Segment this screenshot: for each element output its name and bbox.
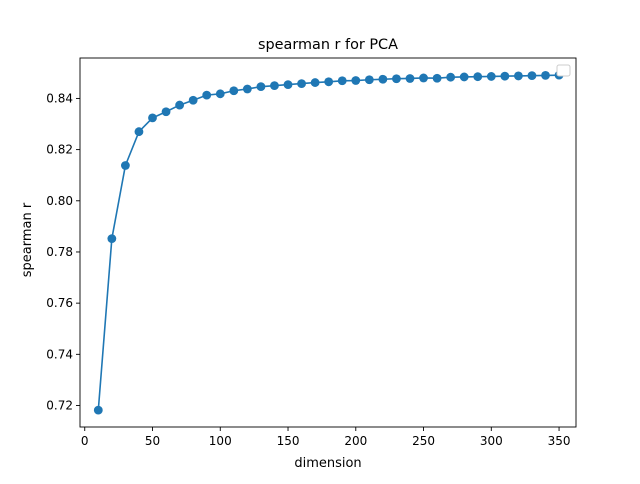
data-point [324, 77, 334, 87]
y-tick-label: 0.72 [46, 399, 73, 413]
data-point [378, 74, 388, 84]
data-point [486, 72, 496, 81]
chart-title: spearman r for PCA [258, 37, 398, 53]
data-point [351, 76, 361, 85]
data-point [229, 86, 239, 96]
x-tick-label: 50 [145, 434, 160, 448]
x-tick-label: 200 [344, 434, 367, 448]
data-point [175, 100, 185, 110]
data-point [107, 234, 117, 244]
data-point [500, 71, 510, 81]
data-point [459, 72, 469, 82]
x-axis-label: dimension [294, 456, 361, 471]
y-axis-label: spearman r [20, 202, 35, 277]
data-point [202, 90, 212, 100]
axes-frame [79, 57, 577, 428]
x-tick-label: 350 [548, 434, 571, 448]
data-point [514, 71, 523, 81]
x-tick-label: 300 [480, 434, 503, 448]
legend-box [556, 64, 571, 77]
data-point [473, 72, 483, 82]
data-point [148, 113, 157, 123]
data-point [188, 95, 198, 105]
x-tick-label: 0 [81, 434, 89, 448]
y-tick-label: 0.84 [46, 91, 73, 105]
y-tick-label: 0.82 [46, 143, 73, 157]
data-point [405, 74, 415, 83]
y-tick-label: 0.80 [46, 194, 73, 208]
data-point [242, 84, 252, 94]
data-point [432, 73, 442, 83]
data-point [364, 75, 374, 85]
plot-area: 0 50 100 150 200 250 300 350 0.72 0.74 0.76 0.78 0.8… [46, 70, 571, 448]
y-tick-label: 0.76 [46, 296, 73, 310]
data-point [527, 71, 537, 81]
data-point [215, 89, 225, 99]
data-point [419, 73, 428, 83]
y-tick-label: 0.74 [46, 347, 73, 361]
data-point [120, 161, 130, 170]
x-tick-label: 250 [412, 434, 435, 448]
data-point [392, 74, 401, 84]
data-point [541, 71, 550, 80]
y-tick-label: 0.78 [46, 245, 73, 259]
x-tick-label: 150 [277, 434, 300, 448]
data-point [310, 78, 320, 87]
x-tick-label: 100 [209, 434, 232, 448]
data-point [270, 81, 279, 91]
data-point [446, 72, 456, 82]
data-point [161, 107, 171, 117]
data-point [337, 76, 347, 86]
data-point [93, 405, 103, 415]
data-point [297, 79, 306, 88]
data-point [283, 80, 293, 90]
data-point [134, 127, 144, 137]
data-point [256, 82, 266, 92]
